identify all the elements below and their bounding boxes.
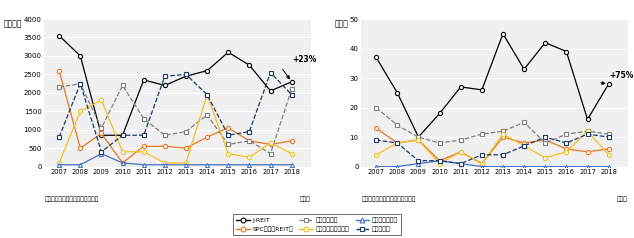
Text: 注：セクター不明の取引を除く。: 注：セクター不明の取引を除く。: [361, 196, 416, 202]
Y-axis label: （件）: （件）: [334, 19, 348, 28]
Y-axis label: （億円）: （億円）: [4, 19, 22, 28]
Legend: J-REIT, SPC・私募REIT等, 不動産・建設, その他の事業法人等, 公共等・その他, 外資系法人: J-REIT, SPC・私募REIT等, 不動産・建設, その他の事業法人等, …: [233, 214, 401, 235]
Text: +75%: +75%: [610, 70, 634, 79]
Text: （年）: （年）: [617, 196, 628, 202]
Text: （年）: （年）: [300, 196, 311, 202]
Text: 注：セクター不明の取引を除く。: 注：セクター不明の取引を除く。: [44, 196, 99, 202]
Text: +23%: +23%: [293, 55, 317, 64]
